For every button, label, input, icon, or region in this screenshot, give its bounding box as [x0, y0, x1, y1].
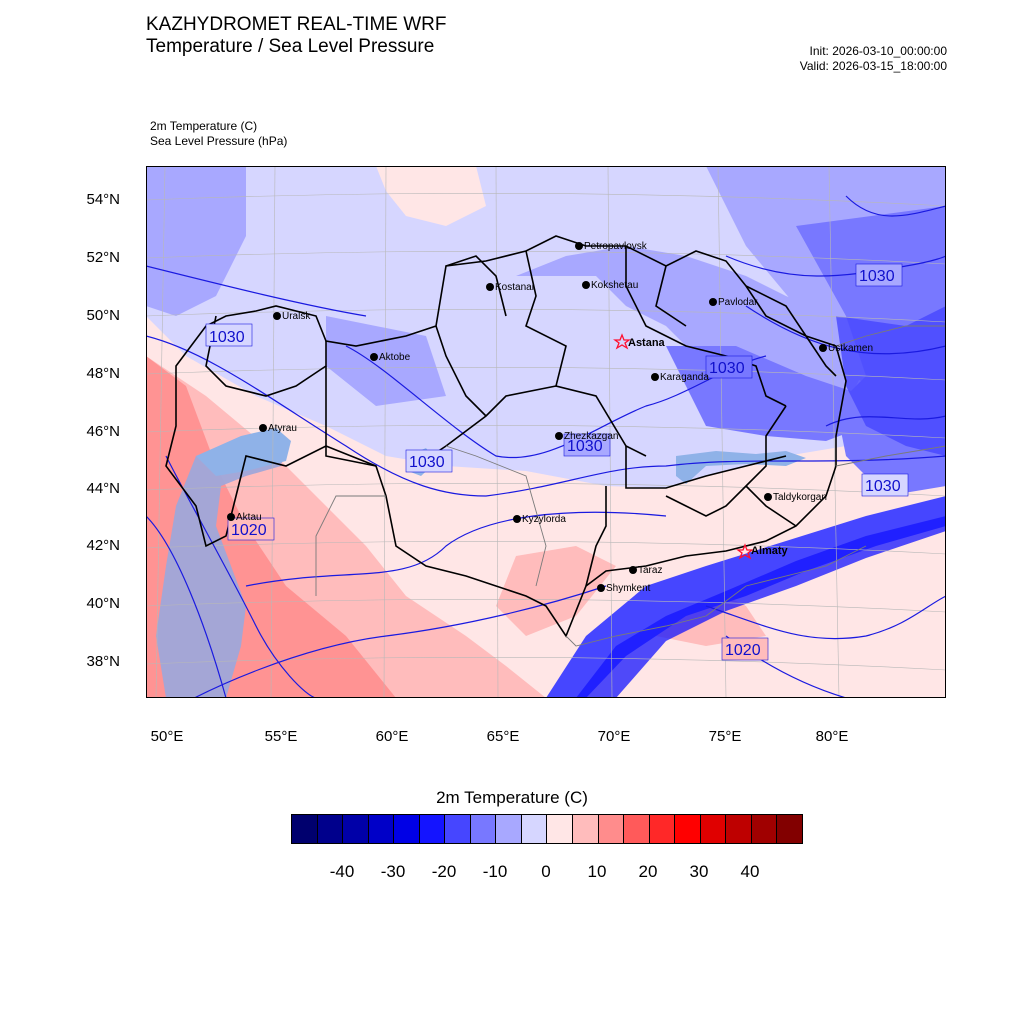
city-zhezkazgan: Zhezkazgan [564, 431, 618, 442]
colorbar-swatch [700, 815, 727, 843]
colorbar [291, 814, 803, 844]
lat-tick-label: 42°N [86, 537, 120, 554]
city-kokshetau: Kokshetau [591, 280, 638, 291]
isobar-label: 1030 [409, 454, 445, 471]
isobar-label: 1020 [725, 642, 761, 659]
colorbar-swatch [317, 815, 344, 843]
city-astana: Astana [628, 337, 666, 349]
temperature-field-minus5-north [326, 316, 446, 406]
city-aktobe: Aktobe [379, 352, 411, 363]
city-almaty: Almaty [751, 545, 789, 557]
title-line-1: KAZHYDROMET REAL-TIME WRF [146, 14, 447, 35]
init-time: Init: 2026-03-10_00:00:00 [809, 44, 947, 58]
lat-tick-label: 50°N [86, 307, 120, 324]
colorbar-tick-label: -30 [380, 862, 406, 881]
colorbar-swatch [777, 815, 802, 843]
pressure-variable-label: Sea Level Pressure (hPa) [150, 134, 288, 148]
run-info: Init: 2026-03-10_00:00:00 Valid: 2026-03… [800, 44, 947, 74]
lat-tick-label: 54°N [86, 191, 120, 208]
colorbar-swatch [726, 815, 752, 843]
city-pavlodar: Pavlodar [718, 297, 758, 308]
boundaries [165, 235, 847, 638]
map-plot: 1030 1030 1030 1030 1030 1030 1020 1020 … [146, 166, 946, 698]
lon-tick-label: 70°E [597, 728, 631, 745]
colorbar-tick-label: -40 [329, 862, 355, 881]
colorbar-swatch [751, 815, 778, 843]
city-petropavlovsk: Petropavlovsk [584, 241, 648, 252]
title-line-2: Temperature / Sea Level Pressure [146, 36, 435, 57]
colorbar-tick-label: 20 [638, 862, 658, 881]
lat-tick-label: 44°N [86, 480, 120, 497]
city-kyzylorda: Kyzylorda [522, 514, 566, 525]
lat-tick-label: 48°N [86, 365, 120, 382]
isobar-label: 1030 [209, 329, 245, 346]
lat-tick-label: 38°N [86, 653, 120, 670]
caspian-north [196, 428, 291, 476]
lon-tick-label: 50°E [150, 728, 184, 745]
isobar-label: 1030 [859, 268, 895, 285]
colorbar-swatch [649, 815, 676, 843]
temperature-field-0-5-north [376, 166, 486, 226]
chart-title: KAZHYDROMET REAL-TIME WRF Temperature / … [146, 14, 447, 58]
colorbar-swatch [419, 815, 446, 843]
lon-tick-label: 60°E [375, 728, 409, 745]
colorbar-swatch [368, 815, 395, 843]
colorbar-swatch [675, 815, 701, 843]
lat-tick-label: 52°N [86, 249, 120, 266]
colorbar-swatch [394, 815, 420, 843]
colorbar-tick-label: -20 [431, 862, 457, 881]
lat-tick-label: 46°N [86, 423, 120, 440]
colorbar-swatch [445, 815, 471, 843]
city-karaganda: Karaganda [660, 372, 709, 383]
colorbar-tick-label: 0 [541, 862, 551, 881]
caspian-sea [156, 438, 286, 698]
colorbar-swatch [573, 815, 599, 843]
city-markers: Petropavlovsk Kostanai Kokshetau Pavloda… [227, 241, 873, 594]
graticule [146, 166, 946, 698]
mountain-cold-band-core [576, 516, 946, 698]
colorbar-tick-label: 40 [740, 862, 760, 881]
city-ustkamen: Ustkamen [828, 343, 873, 354]
city-kostanai: Kostanai [495, 282, 534, 293]
lat-tick-label: 40°N [86, 595, 120, 612]
colorbar-swatch [470, 815, 497, 843]
colorbar-swatch [624, 815, 650, 843]
colorbar-swatch [521, 815, 548, 843]
variable-legend: 2m Temperature (C) Sea Level Pressure (h… [150, 119, 287, 149]
lon-tick-label: 75°E [708, 728, 742, 745]
city-shymkent: Shymkent [606, 583, 651, 594]
colorbar-tick-label: -10 [482, 862, 508, 881]
colorbar-title: 2m Temperature (C) [436, 788, 588, 807]
isobar-labels: 1030 1030 1030 1030 1030 1030 1020 1020 [205, 263, 909, 661]
isobar-label: 1030 [865, 478, 901, 495]
temperature-variable-label: 2m Temperature (C) [150, 119, 258, 133]
temperature-field-5-10-east [496, 546, 616, 636]
neighbor-borders [315, 325, 946, 647]
city-uralsk: Uralsk [282, 311, 311, 322]
temperature-field-minus5 [146, 166, 246, 316]
lon-tick-label: 55°E [264, 728, 298, 745]
colorbar-swatch [547, 815, 574, 843]
city-atyrau: Atyrau [268, 423, 297, 434]
colorbar-swatch [598, 815, 625, 843]
colorbar-swatch [496, 815, 522, 843]
colorbar-tick-label: 10 [587, 862, 607, 881]
city-taldykorgan: Taldykorgan [773, 492, 827, 503]
colorbar-tick-label: 30 [689, 862, 709, 881]
isobar-label: 1030 [709, 360, 745, 377]
lon-tick-label: 65°E [486, 728, 520, 745]
lon-tick-label: 80°E [815, 728, 849, 745]
valid-time: Valid: 2026-03-15_18:00:00 [799, 59, 947, 73]
isobar-label: 1020 [231, 522, 267, 539]
city-taraz: Taraz [638, 565, 662, 576]
city-aktau: Aktau [236, 512, 262, 523]
colorbar-swatch [343, 815, 369, 843]
isobar-label: 1030 [567, 438, 603, 455]
colorbar-swatch [292, 815, 318, 843]
